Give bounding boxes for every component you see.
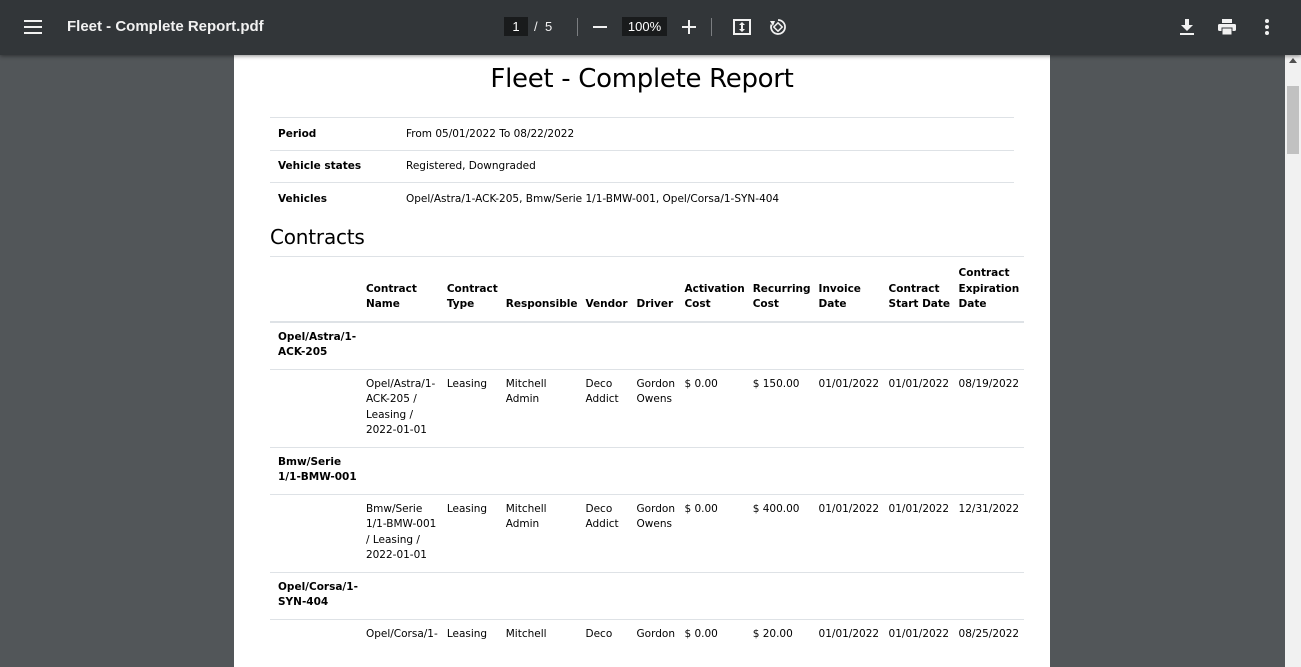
vendor: Deco (581, 618, 633, 650)
table-header-row: Contract Name Contract Type Responsible … (270, 256, 1024, 323)
column-header: Contract Expiration Date (954, 256, 1024, 323)
column-header: Vendor (581, 256, 633, 323)
info-label: Vehicle states (270, 149, 406, 183)
table-row: Bmw/Serie 1/1-BMW-001 / Leasing / 2022-0… (270, 493, 1024, 572)
contract-name: Opel/Astra/1-ACK-205 / Leasing / 2022-01… (361, 368, 443, 447)
column-header: Contract Start Date (884, 256, 955, 323)
activation-cost: $ 0.00 (680, 618, 749, 650)
zoom-in-button[interactable] (673, 11, 705, 43)
print-icon (1218, 19, 1236, 35)
contract-name: Opel/Corsa/1- (361, 618, 443, 650)
vehicle-group-label: Bmw/Serie 1/1-BMW-001 (270, 446, 362, 494)
report-info-table: Period From 05/01/2022 To 08/22/2022 Veh… (270, 117, 1014, 215)
download-icon (1180, 19, 1194, 35)
contract-expiration-date: 12/31/2022 (954, 493, 1024, 572)
download-button[interactable] (1171, 11, 1203, 43)
invoice-date: 01/01/2022 (814, 493, 885, 572)
invoice-date: 01/01/2022 (814, 618, 885, 650)
driver: Gordon Owens (632, 493, 681, 572)
pdf-page: Fleet - Complete Report Period From 05/0… (234, 55, 1050, 667)
info-value: Registered, Downgraded (406, 149, 1014, 183)
info-label: Vehicles (270, 182, 406, 215)
contract-expiration-date: 08/25/2022 (954, 618, 1024, 650)
column-header: Recurring Cost (748, 256, 815, 323)
recurring-cost: $ 400.00 (748, 493, 815, 572)
more-vert-icon (1265, 19, 1269, 35)
column-header: Invoice Date (814, 256, 885, 323)
contract-start-date: 01/01/2022 (884, 368, 955, 447)
vehicle-group-label: Opel/Astra/1-ACK-205 (270, 321, 362, 369)
info-value: From 05/01/2022 To 08/22/2022 (406, 117, 1014, 150)
vehicle-group-row: Bmw/Serie 1/1-BMW-001 (270, 446, 1024, 494)
responsible: Mitchell Admin (501, 493, 582, 572)
minus-icon (593, 26, 607, 28)
vehicle-group-row: Opel/Astra/1-ACK-205 (270, 321, 1024, 369)
invoice-date: 01/01/2022 (814, 368, 885, 447)
rotate-icon (770, 19, 786, 35)
driver: Gordon Owens (632, 368, 681, 447)
toolbar-divider (711, 18, 712, 36)
column-header: Contract Type (442, 256, 502, 323)
contracts-heading: Contracts (270, 225, 365, 249)
contract-name: Bmw/Serie 1/1-BMW-001 / Leasing / 2022-0… (361, 493, 443, 572)
page-total: 5 (545, 19, 553, 34)
toolbar-divider (577, 18, 578, 36)
column-header: Driver (632, 256, 681, 323)
fit-to-page-icon (733, 19, 751, 35)
contract-type: Leasing (442, 493, 502, 572)
column-header: Responsible (501, 256, 582, 323)
column-header: Contract Name (361, 256, 443, 323)
vertical-scrollbar[interactable] (1285, 55, 1301, 667)
fit-to-page-button[interactable] (726, 11, 758, 43)
rotate-button[interactable] (762, 11, 794, 43)
pdf-toolbar: Fleet - Complete Report.pdf 1 / 5 100% (0, 0, 1301, 55)
zoom-input[interactable]: 100% (622, 17, 667, 36)
report-title: Fleet - Complete Report (490, 64, 794, 94)
pdf-viewer[interactable]: Fleet - Complete Report Period From 05/0… (0, 55, 1285, 667)
column-header: Activation Cost (680, 256, 749, 323)
scrollbar-thumb[interactable] (1287, 86, 1299, 154)
responsible: Mitchell Admin (501, 368, 582, 447)
vendor: Deco Addict (581, 368, 633, 447)
zoom-out-button[interactable] (584, 11, 616, 43)
vehicle-group-label: Opel/Corsa/1-SYN-404 (270, 571, 362, 619)
scroll-up-arrow-icon[interactable] (1289, 58, 1297, 63)
table-row: Opel/Astra/1-ACK-205 / Leasing / 2022-01… (270, 368, 1024, 447)
column-header-vehicle (270, 256, 362, 323)
contracts-table: Contract Name Contract Type Responsible … (270, 256, 1024, 650)
activation-cost: $ 0.00 (680, 368, 749, 447)
page-separator: / (534, 19, 538, 34)
responsible: Mitchell (501, 618, 582, 650)
menu-icon[interactable] (17, 11, 49, 43)
vendor: Deco Addict (581, 493, 633, 572)
contract-type: Leasing (442, 368, 502, 447)
info-value: Opel/Astra/1-ACK-205, Bmw/Serie 1/1-BMW-… (406, 182, 1014, 215)
contract-start-date: 01/01/2022 (884, 618, 955, 650)
contract-start-date: 01/01/2022 (884, 493, 955, 572)
info-label: Period (270, 117, 406, 150)
document-title: Fleet - Complete Report.pdf (67, 18, 264, 35)
info-row: Vehicles Opel/Astra/1-ACK-205, Bmw/Serie… (270, 182, 1014, 215)
activation-cost: $ 0.00 (680, 493, 749, 572)
recurring-cost: $ 20.00 (748, 618, 815, 650)
vehicle-group-row: Opel/Corsa/1-SYN-404 (270, 571, 1024, 619)
more-options-button[interactable] (1251, 11, 1283, 43)
driver: Gordon (632, 618, 681, 650)
contract-type: Leasing (442, 618, 502, 650)
info-row: Vehicle states Registered, Downgraded (270, 149, 1014, 183)
plus-icon (682, 20, 696, 34)
contract-expiration-date: 08/19/2022 (954, 368, 1024, 447)
print-button[interactable] (1211, 11, 1243, 43)
recurring-cost: $ 150.00 (748, 368, 815, 447)
table-row: Opel/Corsa/1- Leasing Mitchell Deco Gord… (270, 618, 1024, 650)
info-row: Period From 05/01/2022 To 08/22/2022 (270, 117, 1014, 150)
page-number-input[interactable]: 1 (504, 17, 528, 36)
